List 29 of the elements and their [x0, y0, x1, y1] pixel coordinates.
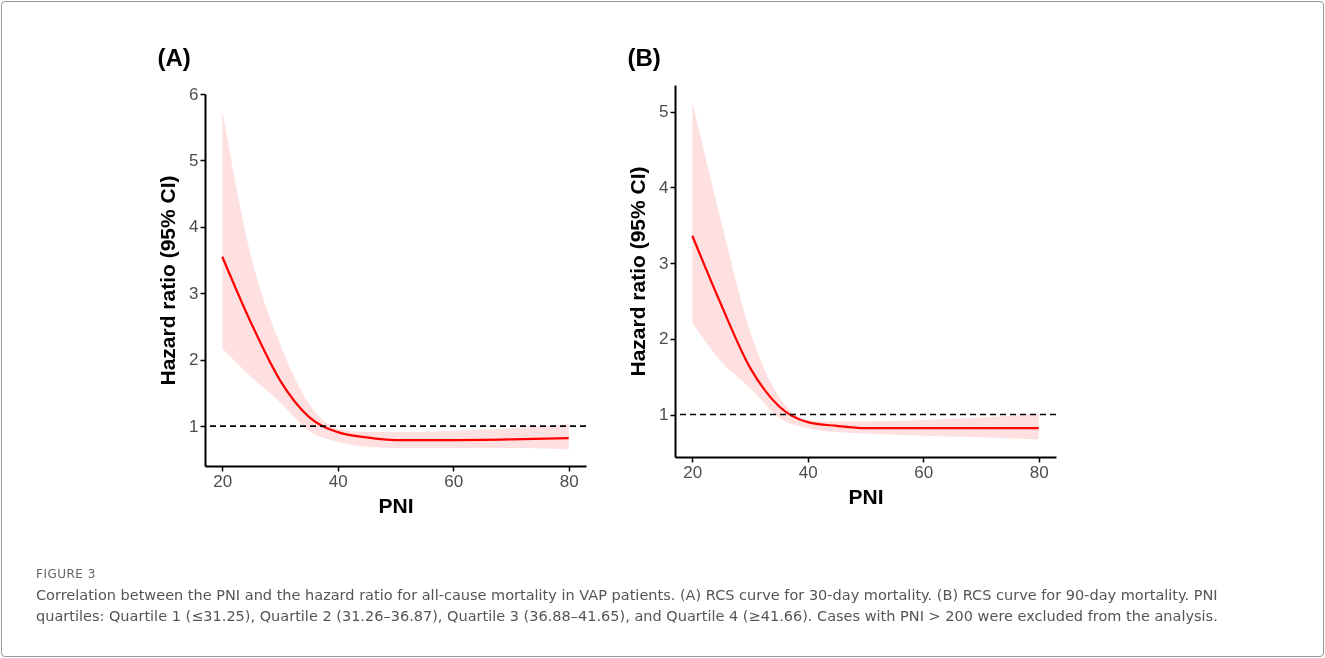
text: Correlation between the PNI and the hazard ratio for all-cause mortality in VAP patients. (A) RCS curve for 30-day mortality. (B) RCS curve for 90-day mortality. PNI quartiles: Quartile 1 (≤31.25), Quartile 2 (31.26–36.87), Quartile 3 (36.88–41.65), and Quartile 4 (≥41.66). Cases with PNI > 200 were excluded from the analysis.	[36, 586, 1219, 626]
chart-title: (B)	[627, 44, 661, 71]
y-tick-label: 2	[659, 329, 669, 349]
line-series	[221, 255, 570, 442]
x-tick-label: 20	[213, 471, 233, 491]
chart-title: (A)	[157, 44, 191, 71]
x-tick-label: 40	[328, 471, 348, 491]
y-tick-label: 5	[659, 102, 669, 122]
y-axis-title: Hazard ratio (95% CI)	[156, 175, 180, 386]
y-tick-label: 1	[189, 416, 199, 436]
y-tick-label: 2	[189, 350, 199, 370]
x-axis-title: PNI	[848, 484, 884, 508]
y-tick-label: 4	[659, 177, 669, 197]
x-tick-label: 80	[559, 471, 579, 491]
x-tick-label: 60	[444, 471, 464, 491]
x-tick-label: 40	[798, 462, 818, 482]
y-tick-label: 4	[189, 217, 199, 237]
x-tick-label: 60	[914, 462, 934, 482]
x-tick-label: 80	[1029, 462, 1049, 482]
x-tick-label: 20	[683, 462, 703, 482]
x-axis-title: PNI	[378, 493, 414, 517]
caption: FIGURE 3	[36, 566, 97, 583]
y-axis-title: Hazard ratio (95% CI)	[626, 166, 650, 377]
line-series	[691, 234, 1040, 430]
y-tick-label: 3	[659, 253, 669, 273]
y-tick-label: 5	[189, 150, 199, 170]
y-tick-label: 6	[189, 84, 199, 104]
y-tick-label: 3	[189, 283, 199, 303]
y-tick-label: 1	[659, 405, 669, 425]
